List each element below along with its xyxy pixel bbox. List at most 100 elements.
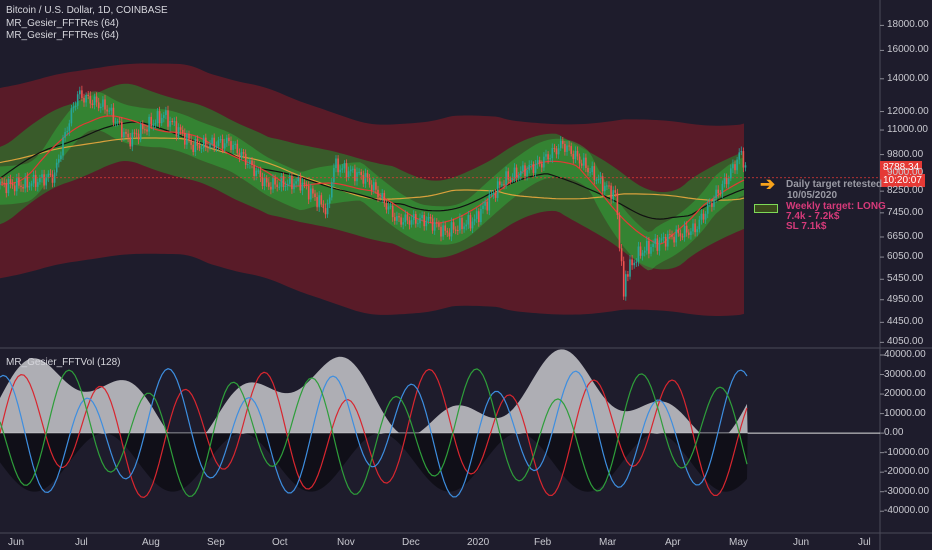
candle bbox=[238, 153, 241, 158]
candle bbox=[559, 140, 562, 149]
candle bbox=[736, 159, 738, 171]
candle bbox=[148, 116, 150, 132]
candle bbox=[9, 179, 12, 184]
candle bbox=[669, 234, 671, 236]
candle bbox=[286, 183, 289, 186]
price-tick-label: 8250.00 bbox=[887, 185, 924, 197]
candle bbox=[587, 168, 589, 173]
candle bbox=[694, 223, 696, 233]
fft-vol-green-line bbox=[0, 368, 748, 498]
candle bbox=[604, 185, 606, 192]
candle bbox=[536, 160, 539, 165]
candle bbox=[284, 185, 287, 187]
time-tick-label: Sep bbox=[207, 537, 225, 548]
candle bbox=[184, 132, 186, 145]
candle bbox=[244, 153, 247, 165]
candle bbox=[322, 204, 325, 209]
candle bbox=[475, 211, 478, 220]
candle bbox=[188, 133, 190, 140]
candle bbox=[158, 111, 161, 124]
candle bbox=[574, 150, 577, 160]
candle bbox=[459, 217, 461, 231]
candle bbox=[652, 243, 654, 247]
candle bbox=[345, 163, 348, 178]
candle bbox=[387, 206, 390, 210]
candle bbox=[486, 201, 488, 211]
indicator-legend-2[interactable]: MR_Gesier_FFTRes (64) bbox=[6, 30, 119, 41]
candle bbox=[490, 194, 493, 196]
candle bbox=[213, 137, 215, 149]
time-tick-label: Mar bbox=[599, 537, 617, 548]
candle bbox=[526, 170, 528, 177]
candle bbox=[507, 171, 509, 180]
candle bbox=[601, 176, 604, 192]
symbol-title[interactable]: Bitcoin / U.S. Dollar, 1D, COINBASE bbox=[6, 5, 168, 16]
candle bbox=[349, 169, 352, 172]
volume-area-negative bbox=[0, 433, 748, 492]
candle bbox=[356, 172, 358, 182]
candle bbox=[648, 240, 650, 254]
candle bbox=[79, 90, 81, 95]
candle bbox=[643, 250, 646, 253]
candle bbox=[394, 217, 396, 221]
candle bbox=[444, 225, 446, 231]
price-tick-label: 9000.00 bbox=[887, 166, 924, 178]
candle bbox=[553, 148, 556, 150]
candle bbox=[671, 234, 673, 237]
candle bbox=[205, 137, 207, 148]
price-tick-label: 4450.00 bbox=[887, 316, 924, 328]
candle bbox=[732, 164, 734, 169]
candle bbox=[60, 155, 62, 160]
candle bbox=[595, 179, 598, 181]
price-tick-label: 4050.00 bbox=[887, 336, 924, 348]
candle bbox=[83, 97, 85, 103]
candle bbox=[133, 132, 136, 134]
candle bbox=[320, 195, 323, 205]
candle bbox=[32, 174, 35, 184]
candle bbox=[373, 182, 375, 191]
candle bbox=[614, 190, 617, 193]
candle bbox=[576, 150, 579, 157]
last-price-label: 8788.34 bbox=[880, 161, 923, 174]
candle bbox=[696, 229, 698, 233]
candle bbox=[385, 203, 388, 210]
candle bbox=[709, 202, 711, 204]
candle bbox=[51, 174, 54, 183]
candle bbox=[429, 217, 432, 219]
candle bbox=[312, 188, 314, 194]
candle bbox=[583, 157, 585, 166]
candle bbox=[289, 175, 291, 184]
candle bbox=[618, 214, 621, 249]
time-tick-label: Jun bbox=[793, 537, 810, 548]
candle bbox=[272, 177, 274, 190]
lower-indicator-legend[interactable]: MR_Gesier_FFTVol (128) bbox=[6, 357, 121, 368]
candle bbox=[337, 158, 339, 173]
price-tick-label: 6050.00 bbox=[887, 251, 924, 263]
volume-tick-label: 30000.00 bbox=[884, 368, 926, 380]
candle bbox=[81, 90, 83, 98]
weekly-target-annotation: Weekly target: LONG 7.4k - 7.2k$ SL 7.1k… bbox=[786, 202, 886, 232]
candle bbox=[484, 201, 486, 206]
candle bbox=[501, 184, 503, 186]
candle bbox=[742, 151, 745, 168]
candle bbox=[589, 172, 591, 174]
candle bbox=[123, 131, 125, 138]
candle bbox=[339, 169, 341, 173]
candle bbox=[660, 238, 663, 241]
candle bbox=[673, 236, 675, 243]
candle bbox=[404, 214, 407, 223]
indicator-legend-1[interactable]: MR_Gesier_FFTRes (64) bbox=[6, 18, 119, 29]
candle bbox=[646, 240, 648, 251]
candle bbox=[62, 137, 64, 156]
candle bbox=[200, 148, 203, 150]
candle bbox=[692, 223, 694, 232]
candle bbox=[421, 215, 423, 219]
candle bbox=[116, 121, 119, 123]
candle bbox=[612, 190, 614, 200]
candle bbox=[190, 139, 192, 145]
candle bbox=[658, 240, 661, 251]
volume-tick-label: 20000.00 bbox=[884, 388, 926, 400]
candle bbox=[551, 148, 554, 159]
candle bbox=[690, 231, 692, 235]
